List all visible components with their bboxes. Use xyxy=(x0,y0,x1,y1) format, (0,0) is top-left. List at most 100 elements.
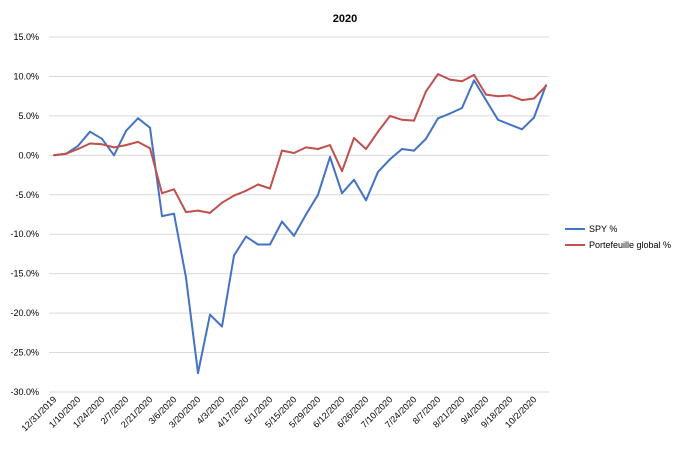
data-point xyxy=(485,99,487,102)
data-point xyxy=(125,129,127,132)
data-point xyxy=(353,137,355,139)
data-point xyxy=(485,93,487,96)
data-point xyxy=(401,148,403,150)
data-point xyxy=(461,80,463,83)
data-point xyxy=(545,84,547,87)
series-lines xyxy=(53,73,547,375)
data-point xyxy=(65,152,67,155)
data-point xyxy=(281,149,283,152)
data-point xyxy=(161,215,163,218)
data-point xyxy=(329,155,331,158)
y-axis-tick-labels: 15.0% 10.0% 5.0% 0.0% -5.0% -10.0% -15.0% -20.0… xyxy=(10,32,39,397)
data-point xyxy=(497,95,499,98)
x-axis-tick-labels: 12/31/20191/10/20201/24/20202/7/20202/21… xyxy=(19,394,538,433)
data-point xyxy=(197,209,199,212)
data-point xyxy=(341,170,343,173)
y-tick-label: -10.0% xyxy=(10,229,39,239)
series-line xyxy=(53,79,547,375)
data-point xyxy=(221,325,223,328)
data-point xyxy=(533,97,535,100)
data-point xyxy=(473,73,475,76)
data-point xyxy=(209,313,211,316)
series-2 xyxy=(53,73,547,214)
legend-label: SPY % xyxy=(589,224,617,234)
data-point xyxy=(521,128,523,131)
data-point xyxy=(197,372,199,375)
data-point xyxy=(389,158,391,161)
data-point xyxy=(101,137,103,140)
data-point xyxy=(53,154,55,157)
data-point xyxy=(125,144,127,147)
series-1 xyxy=(53,79,547,375)
series-line xyxy=(53,73,547,214)
y-tick-label: -20.0% xyxy=(10,308,39,318)
data-point xyxy=(77,148,79,150)
data-point xyxy=(413,119,415,122)
data-point xyxy=(305,146,307,149)
data-point xyxy=(149,126,151,129)
data-point xyxy=(377,130,379,133)
data-point xyxy=(413,149,415,152)
data-point xyxy=(113,154,115,157)
data-point xyxy=(509,123,511,126)
data-point xyxy=(449,112,451,115)
data-point xyxy=(89,142,91,145)
data-point xyxy=(473,79,475,82)
legend-label: Portefeuille global % xyxy=(589,240,671,250)
data-point xyxy=(449,78,451,81)
y-tick-label: -30.0% xyxy=(10,387,39,397)
data-point xyxy=(233,254,235,257)
data-point xyxy=(269,187,271,190)
y-tick-label: -5.0% xyxy=(15,190,39,200)
legend: SPY % Portefeuille global % xyxy=(565,224,671,250)
data-point xyxy=(245,235,247,238)
chart-title: 2020 xyxy=(333,13,357,25)
y-tick-label: -15.0% xyxy=(10,269,39,279)
data-point xyxy=(401,118,403,121)
y-tick-label: 15.0% xyxy=(13,32,39,42)
data-point xyxy=(437,117,439,120)
data-point xyxy=(173,212,175,215)
data-point xyxy=(293,234,295,237)
data-point xyxy=(425,90,427,93)
data-point xyxy=(221,201,223,204)
data-point xyxy=(365,199,367,202)
data-point xyxy=(209,211,211,214)
data-point xyxy=(137,140,139,143)
data-point xyxy=(161,192,163,195)
data-point xyxy=(173,188,175,191)
data-point xyxy=(77,144,79,147)
data-point xyxy=(521,99,523,102)
data-point xyxy=(149,147,151,150)
data-point xyxy=(317,148,319,150)
data-point xyxy=(461,107,463,109)
data-point xyxy=(293,152,295,154)
data-point xyxy=(185,211,187,214)
data-point xyxy=(89,130,91,133)
data-point xyxy=(365,148,367,150)
y-tick-label: 10.0% xyxy=(13,71,39,81)
data-point xyxy=(137,117,139,120)
data-point xyxy=(341,192,343,195)
data-point xyxy=(257,243,259,246)
data-point xyxy=(113,146,115,149)
data-point xyxy=(233,194,235,197)
data-point xyxy=(317,193,319,196)
data-point xyxy=(281,220,283,223)
y-tick-label: -25.0% xyxy=(10,348,39,358)
data-point xyxy=(425,137,427,140)
data-point xyxy=(185,276,187,279)
data-point xyxy=(305,213,307,216)
data-point xyxy=(329,144,331,147)
y-tick-label: 5.0% xyxy=(18,111,39,121)
gridlines xyxy=(49,36,549,393)
data-point xyxy=(377,170,379,173)
data-point xyxy=(245,189,247,192)
data-point xyxy=(509,94,511,97)
data-point xyxy=(437,73,439,76)
data-point xyxy=(533,116,535,119)
data-point xyxy=(353,178,355,181)
data-point xyxy=(497,118,499,121)
